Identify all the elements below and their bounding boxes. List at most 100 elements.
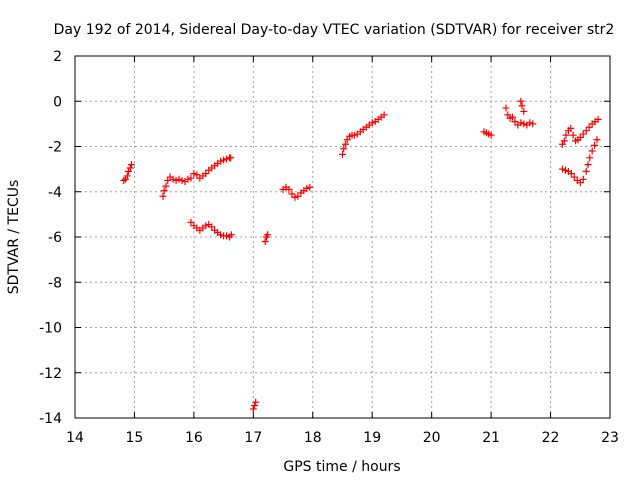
data-point <box>208 223 216 231</box>
data-point <box>567 124 575 132</box>
data-point <box>178 176 186 184</box>
data-point <box>518 102 526 110</box>
data-point <box>261 238 269 246</box>
data-point <box>303 184 311 192</box>
data-point <box>593 136 601 144</box>
data-point <box>125 167 132 175</box>
data-point <box>517 97 525 105</box>
x-tick-label: 15 <box>126 430 144 446</box>
series-arc-11 <box>558 115 602 148</box>
data-point <box>184 175 192 183</box>
data-point <box>126 164 134 172</box>
data-point <box>223 232 231 240</box>
data-point <box>172 176 180 184</box>
data-point <box>558 140 566 148</box>
x-axis-label: GPS time / hours <box>283 459 400 475</box>
data-point <box>520 107 528 115</box>
data-point <box>202 170 210 178</box>
y-tick-label: -4 <box>48 185 62 201</box>
data-point <box>558 165 566 173</box>
data-point <box>517 119 525 127</box>
data-point <box>579 175 587 183</box>
x-tick-label: 22 <box>542 430 560 446</box>
series-arc-7 <box>339 111 388 158</box>
y-tick-label: -8 <box>48 275 62 291</box>
data-point <box>594 115 602 123</box>
x-tick-label: 20 <box>423 430 441 446</box>
y-tick-label: -6 <box>48 230 62 246</box>
x-tick-label: 19 <box>363 430 381 446</box>
data-point <box>285 185 293 193</box>
data-point <box>190 170 198 178</box>
x-tick-label: 17 <box>244 430 262 446</box>
data-point <box>380 111 388 119</box>
data-point <box>582 167 590 175</box>
data-point <box>368 119 376 127</box>
data-point <box>487 131 495 139</box>
series-arc-6 <box>279 183 314 201</box>
series-arc-1 <box>120 161 135 184</box>
y-tick-label: -10 <box>39 321 62 337</box>
y-tick-label: -2 <box>48 140 62 156</box>
data-point <box>339 150 346 158</box>
data-point <box>227 231 235 239</box>
data-point <box>162 182 170 190</box>
series-arc-12 <box>558 136 601 187</box>
data-point <box>187 174 195 182</box>
data-point <box>227 154 235 162</box>
data-point <box>585 123 593 131</box>
data-point <box>160 187 168 195</box>
data-point <box>159 192 167 200</box>
x-tick-label: 23 <box>601 430 619 446</box>
data-point <box>584 161 592 169</box>
data-point <box>306 183 314 191</box>
series-arc-2 <box>159 154 235 200</box>
series-arc-4 <box>249 398 260 413</box>
data-point <box>526 119 534 127</box>
data-point <box>217 157 225 165</box>
data-point <box>509 113 517 121</box>
data-point <box>561 166 569 174</box>
data-point <box>288 190 296 198</box>
data-point <box>502 104 510 112</box>
data-point <box>340 145 348 153</box>
data-point <box>560 137 568 145</box>
data-point <box>252 398 260 406</box>
series-arc-9 <box>502 104 537 129</box>
grid <box>75 56 610 418</box>
y-tick-label: -12 <box>39 366 62 382</box>
data-points <box>120 97 602 413</box>
data-point <box>291 193 299 201</box>
data-point <box>520 120 528 128</box>
axis-ticks <box>74 55 611 419</box>
data-point <box>511 118 519 126</box>
y-tick-label: 0 <box>53 94 62 110</box>
data-point <box>202 222 210 230</box>
data-point <box>220 156 228 164</box>
data-point <box>123 172 131 180</box>
data-point <box>175 175 183 183</box>
data-point <box>187 218 195 226</box>
y-axis-label: SDTVAR / TECUs <box>6 180 22 295</box>
data-point <box>576 133 584 141</box>
data-point <box>350 131 358 139</box>
y-tick-labels: 2 0 -2 -4 -6 -8 -10 -12 -14 <box>39 49 62 427</box>
data-point <box>579 130 587 138</box>
series-arc-8 <box>480 128 495 139</box>
data-point <box>562 131 570 139</box>
data-point <box>294 192 302 200</box>
data-point <box>591 141 599 149</box>
x-tick-labels: 14 15 16 17 18 19 20 21 22 23 <box>66 430 619 446</box>
x-tick-label: 21 <box>482 430 500 446</box>
data-point <box>223 155 231 163</box>
series-arc-10 <box>517 97 528 115</box>
data-point <box>567 170 575 178</box>
data-point <box>169 175 177 183</box>
data-point <box>570 173 578 181</box>
data-point <box>569 131 577 139</box>
x-tick-label: 18 <box>304 430 322 446</box>
series-arc-3 <box>187 218 235 241</box>
y-tick-label: -14 <box>39 411 62 427</box>
x-tick-label: 14 <box>66 430 84 446</box>
data-point <box>122 175 130 183</box>
